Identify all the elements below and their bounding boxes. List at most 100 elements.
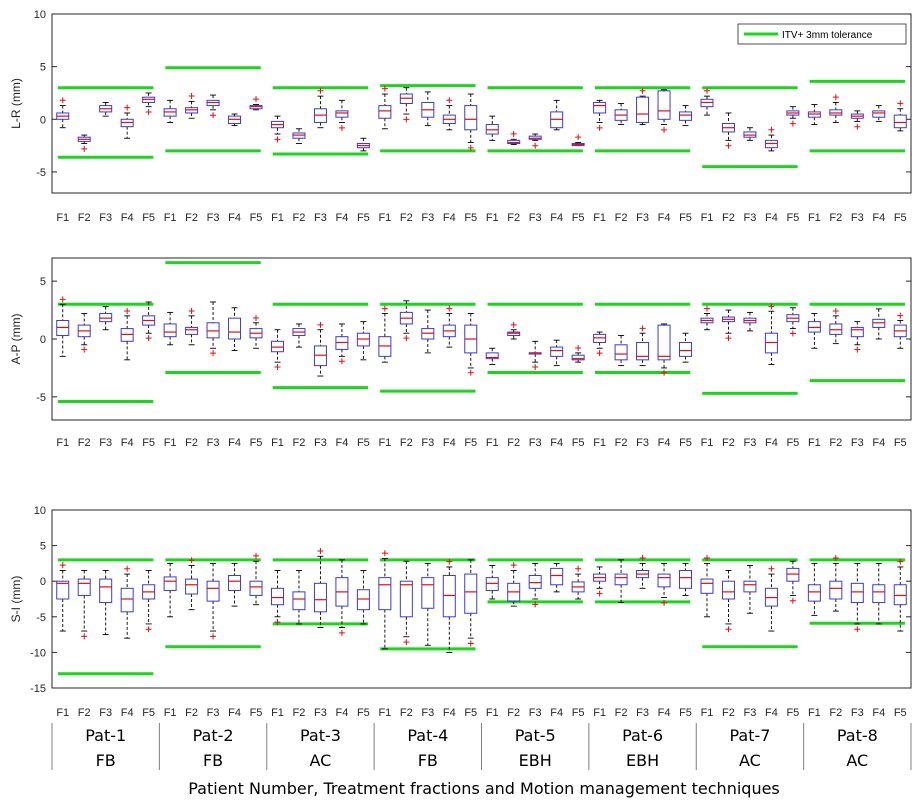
x-tick-label: F1	[701, 707, 714, 719]
outlier-marker	[81, 633, 88, 640]
x-tick-label: F3	[207, 212, 220, 224]
box-25	[571, 345, 585, 363]
x-tick-label: F5	[894, 212, 907, 224]
box-37	[829, 307, 843, 345]
box-37	[829, 555, 843, 612]
box-25	[571, 134, 585, 147]
box-15	[356, 137, 370, 152]
x-tick-label: F5	[142, 707, 155, 719]
x-tick-label: F2	[507, 437, 520, 449]
box-10	[249, 314, 263, 349]
group-technique-label: AC	[310, 751, 332, 770]
group-patient-label: Pat-1	[85, 726, 126, 745]
x-tick-label: F4	[121, 437, 134, 449]
outlier-marker	[145, 335, 152, 342]
outlier-marker	[188, 93, 195, 100]
plot-area-frame	[51, 509, 912, 689]
outlier-marker	[510, 562, 517, 569]
box-24	[550, 562, 564, 593]
box-23	[528, 562, 542, 608]
group-patient-label: Pat-4	[407, 726, 448, 745]
iqr-box	[442, 575, 456, 618]
box-21	[485, 347, 499, 365]
box-19	[442, 305, 456, 348]
box-19	[442, 558, 456, 653]
iqr-box	[636, 341, 650, 361]
outlier-marker	[124, 307, 131, 314]
iqr-box	[56, 580, 70, 600]
iqr-box	[657, 90, 671, 120]
box-30	[679, 105, 693, 127]
box-23	[528, 340, 542, 371]
iqr-box	[593, 101, 607, 114]
box-7	[185, 93, 199, 119]
box-18	[421, 91, 435, 127]
outlier-marker	[446, 305, 453, 312]
iqr-box	[485, 577, 499, 591]
iqr-box	[614, 344, 628, 361]
box-27	[614, 335, 628, 367]
x-tick-label: F2	[615, 437, 628, 449]
box-38	[850, 321, 864, 353]
x-tick-label: F2	[185, 437, 198, 449]
x-tick-label: F5	[357, 212, 370, 224]
x-tick-label: F4	[872, 437, 885, 449]
outlier-marker	[639, 87, 646, 94]
outlier-marker	[532, 601, 539, 608]
box-8	[206, 562, 220, 640]
box-6	[163, 311, 177, 346]
x-tick-label: F1	[164, 212, 177, 224]
iqr-box	[850, 326, 864, 338]
x-tick-label: F2	[722, 212, 735, 224]
box-34	[764, 126, 778, 152]
iqr-box	[270, 587, 284, 606]
iqr-box	[77, 578, 91, 596]
x-axis-title: Patient Number, Treatment fractions and …	[188, 779, 780, 798]
plot-area-frame	[51, 13, 912, 194]
x-tick-label: F3	[851, 212, 864, 224]
x-tick-label: F2	[722, 437, 735, 449]
box-12	[292, 128, 306, 144]
y-tick-label: -5	[36, 612, 46, 624]
box-1	[56, 97, 70, 129]
box-5	[142, 570, 156, 633]
x-tick-label: F5	[357, 707, 370, 719]
box-32	[721, 309, 735, 342]
outlier-marker	[59, 97, 66, 104]
box-36	[807, 104, 821, 126]
x-tick-label: F4	[228, 437, 241, 449]
x-tick-label: F2	[400, 437, 413, 449]
box-24	[550, 99, 564, 131]
iqr-box	[786, 567, 800, 582]
group-patient-label: Pat-5	[515, 726, 556, 745]
box-11	[270, 329, 284, 371]
outlier-marker	[768, 303, 775, 310]
box-31	[700, 555, 714, 618]
box-37	[829, 94, 843, 123]
outlier-marker	[59, 296, 66, 303]
x-tick-label: F5	[142, 212, 155, 224]
outlier-marker	[596, 124, 603, 131]
x-tick-label: F5	[464, 437, 477, 449]
box-9	[228, 562, 242, 607]
x-tick-label: F5	[250, 707, 263, 719]
box-38	[850, 110, 864, 130]
box-29	[657, 562, 671, 606]
x-tick-label: F5	[464, 212, 477, 224]
x-tick-label: F2	[293, 437, 306, 449]
x-tick-label: F1	[593, 212, 606, 224]
outlier-marker	[210, 633, 217, 640]
outlier-marker	[832, 555, 839, 562]
iqr-box	[571, 354, 585, 361]
x-tick-label: F1	[808, 437, 821, 449]
x-tick-label: F2	[78, 212, 91, 224]
box-34	[764, 565, 778, 632]
box-4	[120, 104, 134, 139]
iqr-box	[657, 324, 671, 361]
iqr-box	[228, 317, 242, 340]
outlier-marker	[124, 565, 131, 572]
plot-area-frame	[51, 257, 912, 421]
box-4	[120, 565, 134, 639]
group-axis: Pat-1 FB Pat-2 FB Pat-3 AC Pat-4 FB Pat-5 EBH Pat-…	[51, 723, 912, 770]
box-38	[850, 562, 864, 633]
